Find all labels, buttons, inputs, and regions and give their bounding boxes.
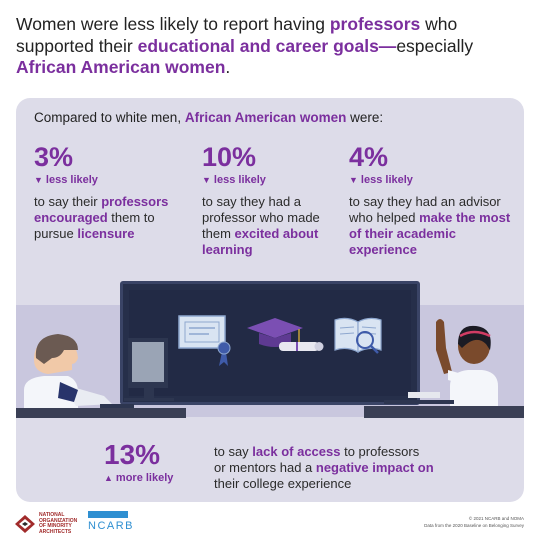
ncarb-logo: NCARB <box>88 511 134 532</box>
certificate-icon <box>178 315 226 349</box>
stat-professors-encouraged: 3% ▼ less likely to say their professors … <box>34 142 184 242</box>
stat-direction: ▲ more likely <box>104 472 174 484</box>
headline: Women were less likely to report having … <box>16 14 474 77</box>
male-student-at-computer <box>16 334 186 418</box>
stat-direction: ▼ less likely <box>202 174 266 186</box>
stat-value: 10% <box>202 142 257 172</box>
stat-direction: ▼ less likely <box>349 174 413 186</box>
down-arrow-icon: ▼ <box>34 175 43 185</box>
down-arrow-icon: ▼ <box>202 175 211 185</box>
stat-description: to say they had an advisor who helped ma… <box>349 194 511 257</box>
stat-description: to say they had a professor who made the… <box>202 194 320 257</box>
down-arrow-icon: ▼ <box>349 175 358 185</box>
graduation-cap-icon <box>247 318 303 347</box>
stat-lack-of-access: 13% ▲ more likely <box>104 439 174 485</box>
stat-value: 13% <box>104 439 161 470</box>
up-arrow-icon: ▲ <box>104 473 113 483</box>
stat-value: 3% <box>34 142 74 172</box>
diploma-scroll-icon <box>279 342 324 351</box>
stat-excited-about-learning: 10% ▼ less likely to say they had a profe… <box>202 142 342 258</box>
classroom-screen <box>120 281 420 405</box>
stat-advisor-helped: 4% ▼ less likely to say they had an advis… <box>349 142 514 258</box>
ribbon-icon <box>217 341 231 366</box>
stat-value: 4% <box>349 142 389 172</box>
stat-description: to say their professors encouraged them … <box>34 194 169 241</box>
stat-description: to say lack of access to professors or m… <box>214 444 434 491</box>
copyright: © 2021 NCARB and NOMA Data from the 2020… <box>424 516 524 528</box>
noma-mark-icon <box>15 515 35 533</box>
intro-text: Compared to white men, African American … <box>34 110 384 125</box>
noma-logo: NATIONAL ORGANIZATION OF MINORITY ARCHIT… <box>14 512 85 535</box>
screen-icons <box>178 315 382 366</box>
stats-panel: Compared to white men, African American … <box>16 98 524 502</box>
open-book-icon <box>334 317 382 354</box>
stat-direction: ▼ less likely <box>34 174 98 186</box>
female-student-raising-hand <box>364 319 524 418</box>
